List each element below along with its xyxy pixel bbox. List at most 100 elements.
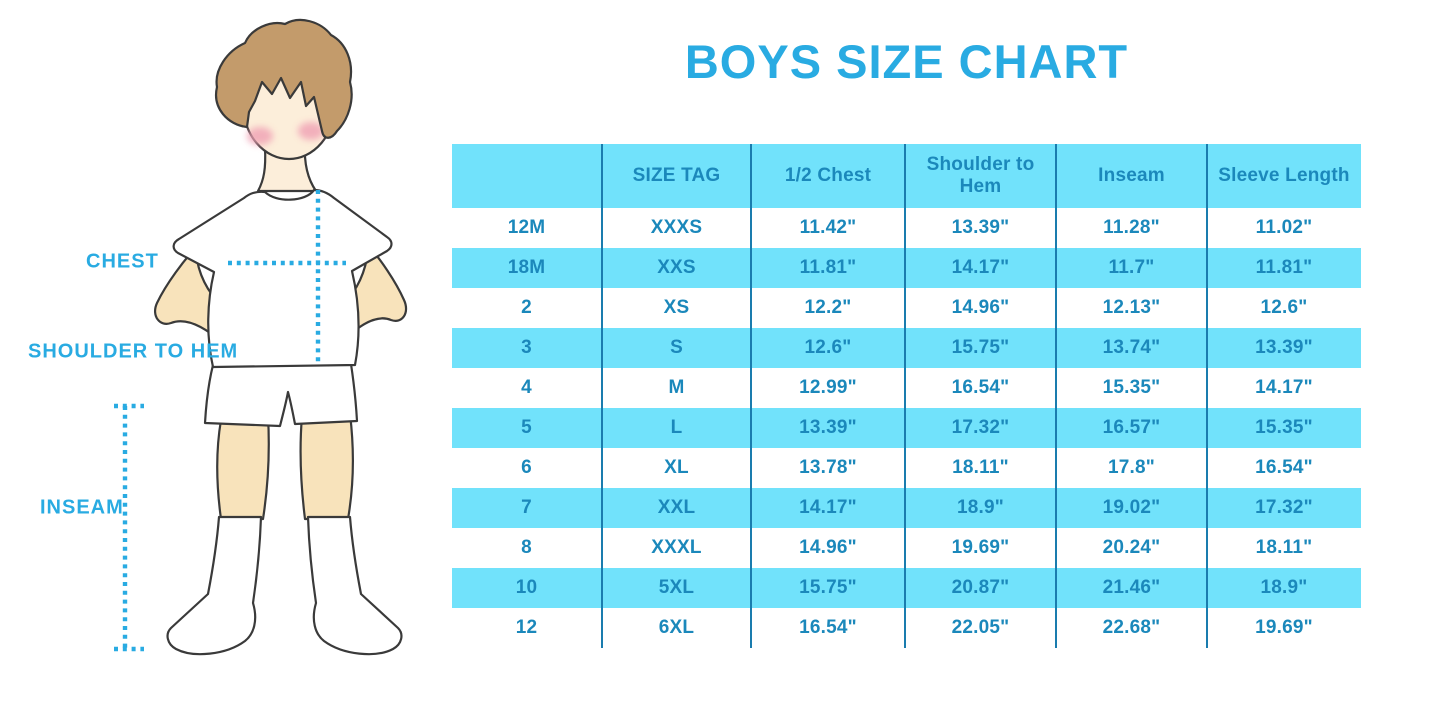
table-row: 12 6XL 16.54" 22.05" 22.68" 19.69" (452, 608, 1361, 648)
table-cell: 19.69" (1255, 617, 1313, 639)
table-cell: 13.39" (1255, 337, 1313, 359)
size-table-header: SIZE TAG 1/2 Chest Shoulder to Hem Inseam Sl… (452, 144, 1361, 208)
table-cell: 22.68" (1057, 608, 1208, 648)
table-cell: 5 (452, 408, 603, 448)
table-cell: 14.17" (1255, 377, 1313, 399)
table-cell: 13.74" (1057, 328, 1208, 368)
table-cell: 4 (452, 368, 603, 408)
column-header: Sleeve Length (1218, 165, 1350, 187)
table-cell: 18.9" (1260, 577, 1308, 599)
size-table-body: 12M XXXS 11.42" 13.39" 11.28" 11.02" 18M XXS 11.… (452, 208, 1361, 648)
table-cell: 12.13" (1057, 288, 1208, 328)
boy-hair (214, 18, 353, 139)
table-cell: 5XL (603, 568, 752, 608)
table-cell: 11.02" (1255, 217, 1313, 239)
table-cell: 16.54" (906, 368, 1057, 408)
boy-leg-right (299, 412, 354, 521)
table-cell: 14.17" (752, 488, 906, 528)
shoulder-to-hem-label: SHOULDER TO HEM (28, 340, 239, 363)
table-row: 8 XXXL 14.96" 19.69" 20.24" 18.11" (452, 528, 1361, 568)
boy-measurement-illustration (114, 18, 408, 656)
table-row: 10 5XL 15.75" 20.87" 21.46" 18.9" (452, 568, 1361, 608)
table-cell: 11.7" (1057, 248, 1208, 288)
table-cell: 12.6" (752, 328, 906, 368)
table-row: 2 XS 12.2" 14.96" 12.13" 12.6" (452, 288, 1361, 328)
table-cell: 15.75" (906, 328, 1057, 368)
table-cell: 19.02" (1057, 488, 1208, 528)
column-header: 1/2 Chest (752, 144, 906, 208)
table-cell: 11.42" (752, 208, 906, 248)
column-header: SIZE TAG (603, 144, 752, 208)
page-title: BOYS SIZE CHART (684, 35, 1129, 88)
table-cell: XXS (603, 248, 752, 288)
table-cell: 16.54" (1255, 457, 1313, 479)
table-cell: 6 (452, 448, 603, 488)
boy-cheek-right (298, 122, 324, 140)
table-cell: 3 (452, 328, 603, 368)
inseam-label: INSEAM (40, 496, 124, 519)
chest-label: CHEST (86, 250, 159, 273)
table-cell: 16.54" (752, 608, 906, 648)
table-cell: 13.78" (752, 448, 906, 488)
boy-shorts (203, 362, 359, 428)
table-cell: XL (603, 448, 752, 488)
table-row: 7 XXL 14.17" 18.9" 19.02" 17.32" (452, 488, 1361, 528)
table-cell: M (603, 368, 752, 408)
column-header: Shoulder to Hem (906, 144, 1057, 208)
table-cell: XS (603, 288, 752, 328)
table-cell: 12M (452, 208, 603, 248)
table-cell: 17.8" (1057, 448, 1208, 488)
table-row: 5 L 13.39" 17.32" 16.57" 15.35" (452, 408, 1361, 448)
boy-sock-right (306, 515, 403, 656)
table-row: 18M XXS 11.81" 14.17" 11.7" 11.81" (452, 248, 1361, 288)
table-cell: XXL (603, 488, 752, 528)
table-cell: 14.96" (906, 288, 1057, 328)
table-cell: L (603, 408, 752, 448)
table-cell: 18M (452, 248, 603, 288)
table-cell: 18.11" (1255, 537, 1313, 559)
table-cell: 18.9" (906, 488, 1057, 528)
table-cell: 2 (452, 288, 603, 328)
table-cell: 6XL (603, 608, 752, 648)
table-cell: 13.39" (752, 408, 906, 448)
size-table: SIZE TAG 1/2 Chest Shoulder to Hem Inseam Sl… (452, 144, 1361, 648)
boy-cheeks (247, 122, 324, 145)
table-cell: XXXL (603, 528, 752, 568)
table-cell: 8 (452, 528, 603, 568)
table-cell: 11.28" (1057, 208, 1208, 248)
table-cell: XXXS (603, 208, 752, 248)
table-cell: 12.99" (752, 368, 906, 408)
table-cell: 21.46" (1057, 568, 1208, 608)
table-cell: 10 (452, 568, 603, 608)
table-cell: 17.32" (906, 408, 1057, 448)
table-cell: 18.11" (906, 448, 1057, 488)
table-cell: 11.81" (752, 248, 906, 288)
table-cell: 22.05" (906, 608, 1057, 648)
column-header: Inseam (1057, 144, 1208, 208)
table-cell: 12.2" (752, 288, 906, 328)
table-cell: 15.35" (1255, 417, 1313, 439)
table-cell: 15.75" (752, 568, 906, 608)
table-cell: 12.6" (1260, 297, 1308, 319)
table-cell: 15.35" (1057, 368, 1208, 408)
table-row: 6 XL 13.78" 18.11" 17.8" 16.54" (452, 448, 1361, 488)
table-cell: 14.17" (906, 248, 1057, 288)
table-cell: 20.87" (906, 568, 1057, 608)
table-cell: 11.81" (1255, 257, 1313, 279)
table-cell: S (603, 328, 752, 368)
boy-sock-left (166, 515, 263, 656)
boy-leg-left (216, 414, 270, 521)
column-header (452, 144, 603, 208)
table-cell: 13.39" (906, 208, 1057, 248)
table-row: 3 S 12.6" 15.75" 13.74" 13.39" (452, 328, 1361, 368)
table-cell: 20.24" (1057, 528, 1208, 568)
table-cell: 12 (452, 608, 603, 648)
table-cell: 17.32" (1255, 497, 1313, 519)
boy-cheek-left (247, 127, 273, 145)
table-row: 4 M 12.99" 16.54" 15.35" 14.17" (452, 368, 1361, 408)
table-row: 12M XXXS 11.42" 13.39" 11.28" 11.02" (452, 208, 1361, 248)
table-cell: 7 (452, 488, 603, 528)
table-cell: 19.69" (906, 528, 1057, 568)
table-cell: 16.57" (1057, 408, 1208, 448)
